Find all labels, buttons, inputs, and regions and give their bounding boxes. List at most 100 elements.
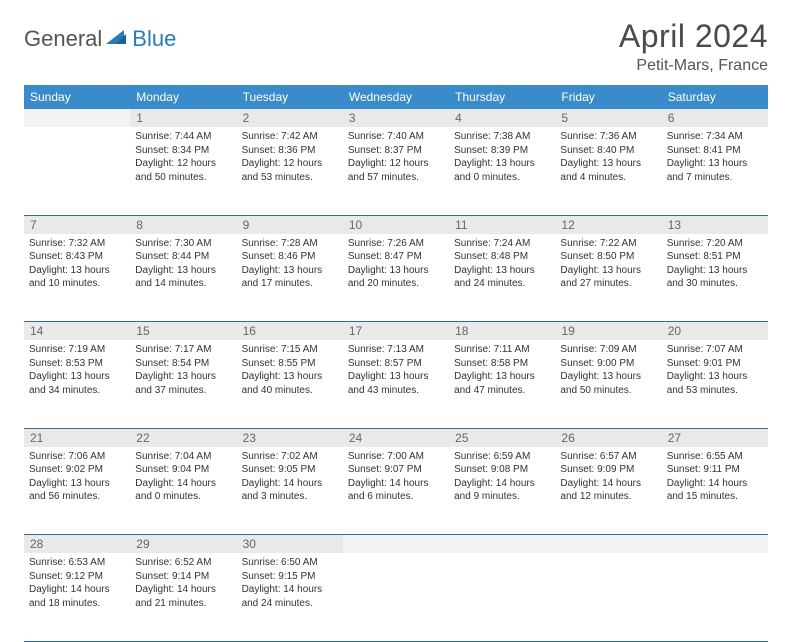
sunset-text: Sunset: 9:14 PM bbox=[135, 570, 231, 584]
header: General Blue April 2024 Petit-Mars, Fran… bbox=[24, 18, 768, 75]
day-cell-body: Sunrise: 6:50 AMSunset: 9:15 PMDaylight:… bbox=[237, 553, 343, 615]
day-cell-body: Sunrise: 6:59 AMSunset: 9:08 PMDaylight:… bbox=[449, 447, 555, 509]
week-row: Sunrise: 7:44 AMSunset: 8:34 PMDaylight:… bbox=[24, 127, 768, 215]
sunrise-text: Sunrise: 7:00 AM bbox=[348, 450, 444, 464]
day-cell: Sunrise: 7:02 AMSunset: 9:05 PMDaylight:… bbox=[237, 447, 343, 535]
brand-triangle-icon bbox=[106, 28, 128, 51]
daylight-text: Daylight: 14 hours and 12 minutes. bbox=[560, 477, 656, 504]
day-number-cell: 12 bbox=[555, 215, 661, 234]
day-cell-body: Sunrise: 7:30 AMSunset: 8:44 PMDaylight:… bbox=[130, 234, 236, 296]
day-cell-body: Sunrise: 7:15 AMSunset: 8:55 PMDaylight:… bbox=[237, 340, 343, 402]
day-number-cell: 21 bbox=[24, 428, 130, 447]
day-cell-body: Sunrise: 7:17 AMSunset: 8:54 PMDaylight:… bbox=[130, 340, 236, 402]
day-number-cell: 24 bbox=[343, 428, 449, 447]
day-number-cell: 16 bbox=[237, 322, 343, 341]
calendar-table: SundayMondayTuesdayWednesdayThursdayFrid… bbox=[24, 85, 768, 642]
sunrise-text: Sunrise: 7:15 AM bbox=[242, 343, 338, 357]
sunset-text: Sunset: 8:53 PM bbox=[29, 357, 125, 371]
title-block: April 2024 Petit-Mars, France bbox=[619, 18, 768, 75]
brand-logo: General Blue bbox=[24, 26, 176, 52]
sunrise-text: Sunrise: 7:34 AM bbox=[667, 130, 763, 144]
day-number-cell: 19 bbox=[555, 322, 661, 341]
day-number-cell bbox=[24, 109, 130, 127]
sunrise-text: Sunrise: 7:04 AM bbox=[135, 450, 231, 464]
sunset-text: Sunset: 8:41 PM bbox=[667, 144, 763, 158]
sunrise-text: Sunrise: 6:53 AM bbox=[29, 556, 125, 570]
day-cell: Sunrise: 7:00 AMSunset: 9:07 PMDaylight:… bbox=[343, 447, 449, 535]
day-cell-body: Sunrise: 7:44 AMSunset: 8:34 PMDaylight:… bbox=[130, 127, 236, 189]
day-cell-body: Sunrise: 7:09 AMSunset: 9:00 PMDaylight:… bbox=[555, 340, 661, 402]
day-cell: Sunrise: 7:30 AMSunset: 8:44 PMDaylight:… bbox=[130, 234, 236, 322]
day-cell: Sunrise: 7:07 AMSunset: 9:01 PMDaylight:… bbox=[662, 340, 768, 428]
day-cell: Sunrise: 7:38 AMSunset: 8:39 PMDaylight:… bbox=[449, 127, 555, 215]
daynum-row: 78910111213 bbox=[24, 215, 768, 234]
day-number-cell: 10 bbox=[343, 215, 449, 234]
day-cell bbox=[449, 553, 555, 641]
sunset-text: Sunset: 9:05 PM bbox=[242, 463, 338, 477]
daylight-text: Daylight: 13 hours and 0 minutes. bbox=[454, 157, 550, 184]
sunset-text: Sunset: 8:58 PM bbox=[454, 357, 550, 371]
day-cell-body: Sunrise: 7:22 AMSunset: 8:50 PMDaylight:… bbox=[555, 234, 661, 296]
sunrise-text: Sunrise: 7:07 AM bbox=[667, 343, 763, 357]
sunset-text: Sunset: 8:47 PM bbox=[348, 250, 444, 264]
day-header: Wednesday bbox=[343, 85, 449, 109]
daylight-text: Daylight: 14 hours and 9 minutes. bbox=[454, 477, 550, 504]
day-cell bbox=[343, 553, 449, 641]
sunrise-text: Sunrise: 6:59 AM bbox=[454, 450, 550, 464]
day-number-cell: 28 bbox=[24, 535, 130, 554]
day-cell-body: Sunrise: 7:24 AMSunset: 8:48 PMDaylight:… bbox=[449, 234, 555, 296]
sunset-text: Sunset: 8:43 PM bbox=[29, 250, 125, 264]
day-cell: Sunrise: 6:53 AMSunset: 9:12 PMDaylight:… bbox=[24, 553, 130, 641]
day-number-cell: 27 bbox=[662, 428, 768, 447]
day-number-cell: 2 bbox=[237, 109, 343, 127]
sunset-text: Sunset: 9:01 PM bbox=[667, 357, 763, 371]
day-cell-body: Sunrise: 7:36 AMSunset: 8:40 PMDaylight:… bbox=[555, 127, 661, 189]
sunset-text: Sunset: 8:40 PM bbox=[560, 144, 656, 158]
daylight-text: Daylight: 13 hours and 50 minutes. bbox=[560, 370, 656, 397]
daylight-text: Daylight: 14 hours and 3 minutes. bbox=[242, 477, 338, 504]
day-cell: Sunrise: 7:24 AMSunset: 8:48 PMDaylight:… bbox=[449, 234, 555, 322]
day-cell-body: Sunrise: 7:11 AMSunset: 8:58 PMDaylight:… bbox=[449, 340, 555, 402]
sunset-text: Sunset: 9:12 PM bbox=[29, 570, 125, 584]
day-cell: Sunrise: 7:40 AMSunset: 8:37 PMDaylight:… bbox=[343, 127, 449, 215]
brand-word-1: General bbox=[24, 26, 102, 52]
sunset-text: Sunset: 9:08 PM bbox=[454, 463, 550, 477]
day-number-cell: 18 bbox=[449, 322, 555, 341]
daylight-text: Daylight: 14 hours and 21 minutes. bbox=[135, 583, 231, 610]
day-cell: Sunrise: 7:34 AMSunset: 8:41 PMDaylight:… bbox=[662, 127, 768, 215]
sunset-text: Sunset: 9:04 PM bbox=[135, 463, 231, 477]
daylight-text: Daylight: 12 hours and 57 minutes. bbox=[348, 157, 444, 184]
sunrise-text: Sunrise: 7:11 AM bbox=[454, 343, 550, 357]
day-cell-body: Sunrise: 7:06 AMSunset: 9:02 PMDaylight:… bbox=[24, 447, 130, 509]
week-row: Sunrise: 7:19 AMSunset: 8:53 PM Daylight:… bbox=[24, 340, 768, 428]
day-number-cell: 22 bbox=[130, 428, 236, 447]
daynum-row: 282930 bbox=[24, 535, 768, 554]
daylight-text: Daylight: 13 hours and 17 minutes. bbox=[242, 264, 338, 291]
day-cell: Sunrise: 6:57 AMSunset: 9:09 PMDaylight:… bbox=[555, 447, 661, 535]
day-number-cell bbox=[343, 535, 449, 554]
sunrise-text: Sunrise: 6:55 AM bbox=[667, 450, 763, 464]
day-cell: Sunrise: 7:26 AMSunset: 8:47 PMDaylight:… bbox=[343, 234, 449, 322]
daylight-text: Daylight: 12 hours and 53 minutes. bbox=[242, 157, 338, 184]
daylight-text: Daylight: 13 hours and 53 minutes. bbox=[667, 370, 763, 397]
sunset-text: Sunset: 8:50 PM bbox=[560, 250, 656, 264]
day-number-cell: 8 bbox=[130, 215, 236, 234]
sunset-text: Sunset: 8:51 PM bbox=[667, 250, 763, 264]
day-cell-body: Sunrise: 7:20 AMSunset: 8:51 PMDaylight:… bbox=[662, 234, 768, 296]
location-label: Petit-Mars, France bbox=[619, 57, 768, 75]
day-number-cell: 29 bbox=[130, 535, 236, 554]
sunrise-text: Sunrise: 7:26 AM bbox=[348, 237, 444, 251]
day-number-cell: 4 bbox=[449, 109, 555, 127]
sunset-text: Sunset: 8:39 PM bbox=[454, 144, 550, 158]
sunset-text: Sunset: 9:09 PM bbox=[560, 463, 656, 477]
daynum-row: 123456 bbox=[24, 109, 768, 127]
sunset-text: Sunset: 9:07 PM bbox=[348, 463, 444, 477]
day-number-cell: 30 bbox=[237, 535, 343, 554]
sunrise-text: Sunrise: 7:19 AM bbox=[29, 343, 125, 357]
sunset-text: Sunset: 8:34 PM bbox=[135, 144, 231, 158]
day-number-cell: 9 bbox=[237, 215, 343, 234]
day-cell-body: Sunrise: 7:42 AMSunset: 8:36 PMDaylight:… bbox=[237, 127, 343, 189]
day-cell-body: Sunrise: 7:13 AMSunset: 8:57 PMDaylight:… bbox=[343, 340, 449, 402]
calendar-header-row: SundayMondayTuesdayWednesdayThursdayFrid… bbox=[24, 85, 768, 109]
sunset-text: Sunset: 8:46 PM bbox=[242, 250, 338, 264]
